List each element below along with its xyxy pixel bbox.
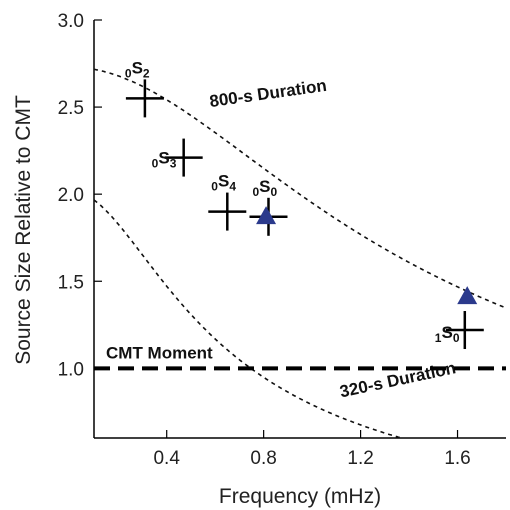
- cmt-moment-line-group: CMT Moment: [94, 343, 506, 371]
- y-tick-label: 1.0: [58, 359, 84, 380]
- duration-curves: 800-s Duration 320-s Duration: [93, 68, 507, 439]
- mode-label: 1S0: [435, 323, 460, 345]
- curve-label: 320-s Duration: [338, 358, 457, 401]
- duration-curve: [93, 199, 401, 439]
- y-tick-label: 3.0: [58, 11, 84, 32]
- y-tick-label: 1.5: [58, 272, 84, 293]
- y-axis-title: Source Size Relative to CMT: [12, 95, 35, 365]
- triangle-marker: [457, 286, 478, 305]
- x-axis-title: Frequency (mHz): [219, 485, 381, 508]
- x-tick-label: 1.6: [444, 448, 470, 469]
- mode-label: 0S0: [252, 177, 277, 199]
- cmt-moment-label: CMT Moment: [106, 343, 213, 362]
- ticks: 0.4 0.8 1.2 1.6 1.0 1.5 2.0 2.5 3.0: [58, 11, 471, 469]
- x-tick-label: 0.4: [153, 448, 180, 469]
- mode-label: 0S4: [211, 172, 236, 194]
- y-tick-label: 2.5: [58, 98, 84, 119]
- curve-label: 800-s Duration: [208, 76, 328, 111]
- mode-label: 0S3: [152, 149, 177, 171]
- y-tick-label: 2.0: [58, 185, 84, 206]
- duration-curve: [93, 68, 507, 309]
- triangle-marker: [256, 206, 277, 225]
- x-tick-label: 1.2: [347, 448, 373, 469]
- x-tick-label: 0.8: [250, 448, 276, 469]
- mode-label: 0S2: [125, 58, 150, 80]
- data-markers: 0S2 0S3 0S4 0S0 1S0: [125, 58, 484, 350]
